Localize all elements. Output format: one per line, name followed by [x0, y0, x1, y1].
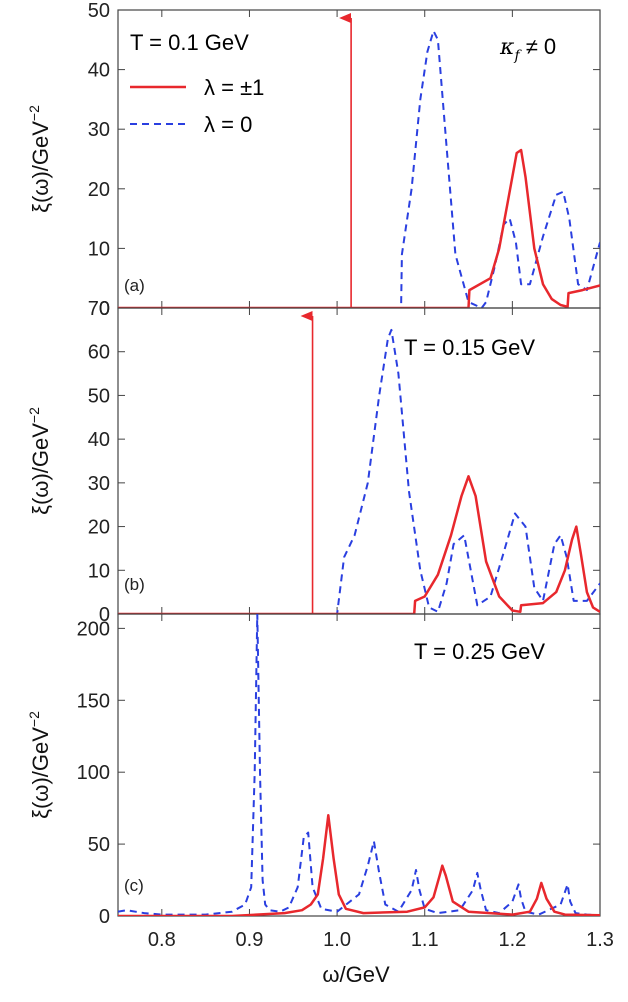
y-tick-label: 20	[88, 179, 110, 201]
y-tick-label: 100	[77, 762, 110, 784]
panel-a-y-axis-label: ξ(ω)/GeV−2	[26, 105, 53, 213]
y-tick-label: 50	[88, 834, 110, 856]
panel-c-frame	[117, 613, 601, 917]
y-tick-label: 10	[88, 238, 110, 260]
y-tick-label: 0	[99, 604, 110, 626]
panel-b-y-axis-text: ξ(ω)/GeV	[28, 423, 53, 515]
series-line-pm1	[118, 814, 600, 916]
panel-b: 0 10 20 30 40 50 60 70 (b) T = 0.15 GeV ξ(ω)/Ge…	[26, 298, 601, 626]
panel-b-temperature: T = 0.15 GeV	[404, 335, 535, 360]
kappa-symbol: κ	[499, 35, 515, 60]
x-tick-label: 0.9	[236, 929, 264, 951]
panel-c-y-axis-exp: −2	[26, 711, 42, 727]
panel-a-y-axis-exp: −2	[26, 105, 42, 121]
panel-c-label: (c)	[124, 876, 144, 895]
x-tick-label: 1.3	[586, 929, 614, 951]
y-tick-label: 30	[88, 119, 110, 141]
panel-c-y-ticks: 0 50 100 150 200	[77, 614, 601, 928]
series-line-pm1	[118, 148, 600, 308]
legend: λ = ±1 λ = 0	[130, 75, 264, 137]
x-axis: 0.8 0.9 1.0 1.1 1.2 1.3	[148, 929, 614, 951]
y-tick-label: 0	[99, 906, 110, 928]
panel-b-label: (b)	[124, 575, 145, 594]
x-tick-label: 1.0	[323, 929, 351, 951]
panel-c-y-axis-text: ξ(ω)/GeV	[28, 727, 53, 819]
y-tick-label: 50	[88, 385, 110, 407]
panel-a-series	[118, 13, 600, 308]
panel-a: 0 10 20 30 40 50 (a) T = 0.1 GeV κf ≠ 0 λ = ±…	[26, 0, 601, 320]
y-tick-label: 70	[88, 298, 110, 320]
kappa-rest: ≠ 0	[520, 34, 557, 59]
series-line-zero	[118, 328, 600, 614]
x-tick-label: 1.2	[498, 929, 526, 951]
y-tick-label: 10	[88, 560, 110, 582]
kappa-annotation: κf ≠ 0	[499, 34, 556, 64]
series-line-pm1	[118, 475, 600, 614]
y-tick-label: 200	[77, 618, 110, 640]
panel-c-y-axis-label: ξ(ω)/GeV−2	[26, 711, 53, 819]
panel-a-y-ticks: 0 10 20 30 40 50	[88, 0, 601, 320]
panel-b-y-ticks: 0 10 20 30 40 50 60 70	[88, 298, 601, 626]
panel-b-y-axis-exp: −2	[26, 407, 42, 423]
panel-c-series	[118, 614, 600, 916]
kappa-subscript: f	[513, 48, 522, 64]
y-tick-label: 0	[99, 298, 110, 320]
y-tick-label: 30	[88, 473, 110, 495]
x-tick-label: 0.8	[148, 929, 176, 951]
y-tick-label: 20	[88, 517, 110, 539]
legend-label-zero: λ = 0	[204, 112, 252, 137]
panel-b-series	[118, 311, 600, 614]
x-axis-label: ω/GeV	[322, 962, 390, 987]
panel-c-temperature: T = 0.25 GeV	[414, 639, 545, 664]
panel-b-y-axis-label: ξ(ω)/GeV−2	[26, 407, 53, 515]
panel-c: 0 50 100 150 200 (c) T = 0.25 GeV ξ(ω)/GeV−2	[26, 613, 601, 928]
panel-a-y-axis-text: ξ(ω)/GeV	[28, 121, 53, 213]
panel-a-temperature: T = 0.1 GeV	[130, 30, 249, 55]
y-tick-label: 50	[88, 0, 110, 22]
series-line-zero	[118, 614, 600, 916]
panel-a-label: (a)	[124, 276, 145, 295]
y-tick-label: 150	[77, 690, 110, 712]
y-tick-label: 40	[88, 60, 110, 82]
y-tick-label: 60	[88, 342, 110, 364]
y-tick-label: 40	[88, 429, 110, 451]
legend-label-pm1: λ = ±1	[204, 75, 264, 100]
series-line-zero	[118, 29, 600, 308]
x-tick-label: 1.1	[411, 929, 439, 951]
